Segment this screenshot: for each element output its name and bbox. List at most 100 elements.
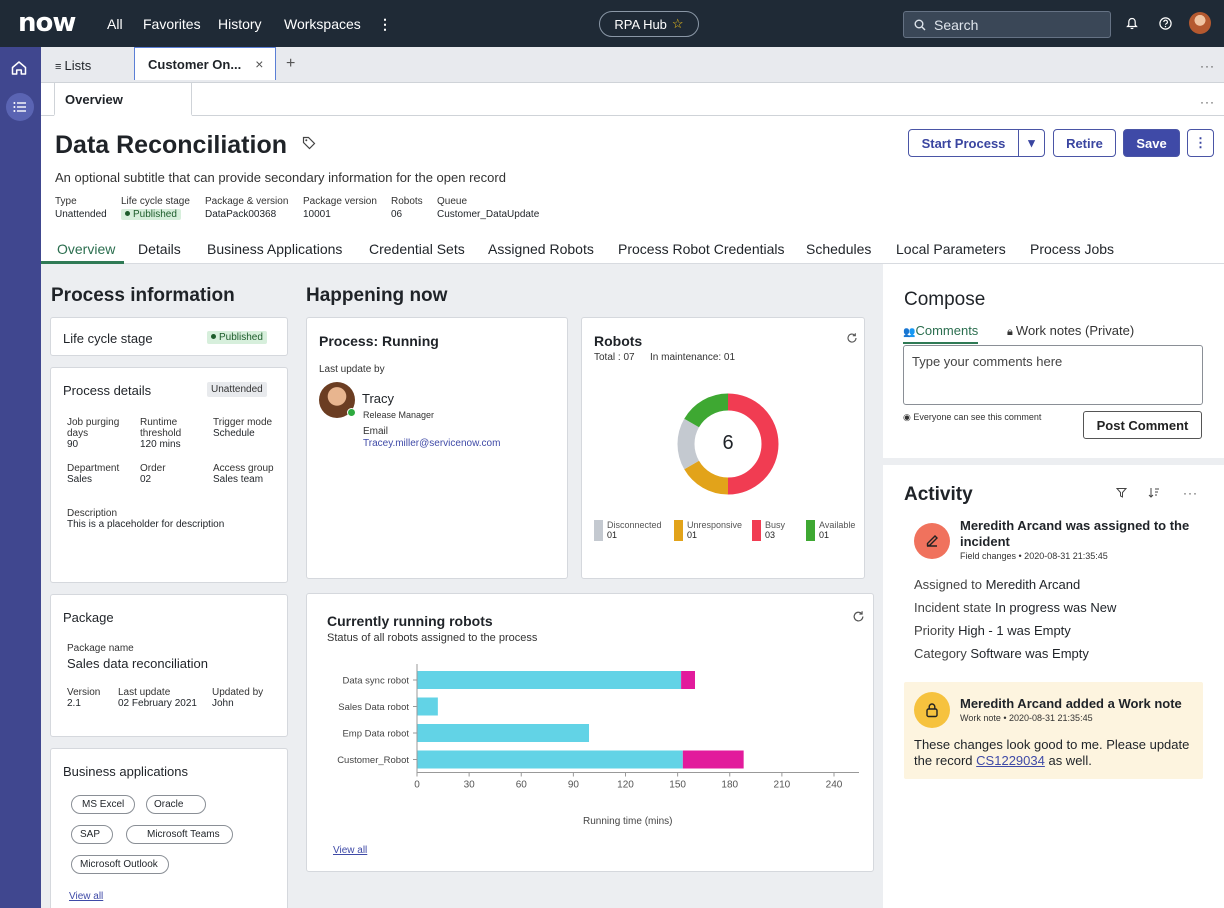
meta-value: DataPack00368 [205, 209, 277, 220]
activity-field-label: Incident state [914, 600, 992, 615]
activity-field-value: In progress was New [994, 600, 1117, 615]
refresh-icon[interactable] [852, 610, 865, 623]
servicenow-logo[interactable]: now [18, 8, 76, 38]
field-value: 2.1 [67, 698, 81, 709]
sub-tab-strip: Overview ··· [41, 83, 1224, 116]
app-chip[interactable]: MS Excel [71, 795, 136, 814]
x-tick-label: 30 [464, 780, 476, 791]
work-notes-tab[interactable]: 🔒︎ Work notes (Private) [1007, 323, 1134, 339]
list-menu-icon[interactable] [6, 93, 34, 121]
nav-favorites[interactable]: Favorites [143, 16, 201, 32]
app-chip[interactable]: SAP [71, 825, 114, 844]
legend-label: Disconnected [607, 520, 662, 530]
record-title-text: Data Reconciliation [55, 131, 287, 159]
field-label: Order [140, 463, 166, 474]
happening-now-heading: Happening now [306, 285, 448, 306]
post-comment-button[interactable]: Post Comment [1083, 411, 1202, 439]
activity-panel: Activity ··· Meredith Arcand was assigne… [883, 465, 1224, 908]
business-applications-title: Business applications [63, 764, 189, 779]
star-icon[interactable]: ☆ [671, 16, 684, 31]
home-icon[interactable] [10, 59, 28, 77]
tab-credential-sets[interactable]: Credential Sets [369, 241, 465, 257]
comment-textarea[interactable]: Type your comments here [903, 345, 1203, 405]
record-title: Data Reconciliation [55, 131, 316, 160]
process-running-title: Process: Running [319, 333, 439, 349]
robots-card: Robots Total : 07 In maintenance: 01 6 D… [581, 317, 865, 579]
overview-subtab[interactable]: Overview [54, 83, 192, 116]
field-runtime: Runtime threshold 120 mins [140, 417, 200, 450]
legend-label: Busy [765, 520, 786, 530]
lock-activity-icon [914, 692, 950, 728]
x-tick-label: 0 [414, 780, 420, 791]
tab-schedules[interactable]: Schedules [806, 241, 872, 257]
meta-value: Published [133, 209, 177, 220]
field-value: Schedule [213, 428, 255, 439]
bar-customer_robot-1 [682, 750, 744, 769]
rpa-hub-pill[interactable]: RPA Hub ☆ [599, 11, 699, 37]
tab-details[interactable]: Details [138, 241, 181, 257]
start-process-button[interactable]: Start Process [908, 129, 1019, 157]
tag-icon[interactable] [302, 136, 316, 150]
comments-icon: 👥 [903, 327, 916, 338]
process-running-card: Process: Running Last update by Tracy Re… [306, 317, 568, 579]
tab-divider [41, 263, 1224, 264]
email-link[interactable]: Tracey.miller@servicenow.com [363, 438, 501, 449]
nav-all[interactable]: All [107, 16, 123, 32]
business-applications-card: Business applications MS Excel Oracle SA… [50, 748, 288, 908]
refresh-icon[interactable] [846, 332, 858, 344]
x-tick-label: 90 [568, 780, 580, 791]
nav-history[interactable]: History [218, 16, 262, 32]
field-label: Version [67, 687, 101, 698]
tab-process-jobs[interactable]: Process Jobs [1030, 241, 1115, 257]
lifecycle-badge: Published [207, 331, 267, 344]
view-all-apps-link[interactable]: View all [69, 891, 104, 902]
online-status-icon [347, 408, 356, 417]
activity-field-label: Priority [914, 623, 955, 638]
field-label: Access group [213, 463, 274, 474]
subtab-more-icon[interactable]: ··· [1200, 95, 1215, 109]
tab-assigned-robots[interactable]: Assigned Robots [488, 241, 594, 257]
start-process-dropdown-icon[interactable]: ▾ [1018, 129, 1045, 157]
tab-process-robot-credentials[interactable]: Process Robot Credentials [618, 241, 785, 257]
user-avatar[interactable] [1189, 12, 1211, 34]
category-label: Emp Data robot [342, 729, 409, 740]
app-chip[interactable]: Microsoft Outlook [71, 855, 169, 874]
nav-workspaces[interactable]: Workspaces [284, 16, 361, 32]
save-button[interactable]: Save [1123, 129, 1180, 157]
app-chip[interactable]: Oracle [146, 795, 207, 814]
help-icon[interactable] [1159, 17, 1172, 30]
comments-tab[interactable]: 👥Comments [903, 323, 979, 344]
activity-field-row: Category Software was Empty [914, 642, 1116, 665]
legend-swatch [806, 520, 815, 541]
filter-icon[interactable] [1116, 487, 1127, 498]
close-tab-icon[interactable]: × [255, 56, 264, 72]
lists-tab[interactable]: ≡ Lists [55, 58, 91, 73]
tab-overview[interactable]: Overview [57, 241, 116, 257]
global-search[interactable]: Search [903, 11, 1111, 38]
more-actions-icon[interactable]: ⋮ [1187, 129, 1214, 157]
person-name: Tracy [362, 391, 395, 406]
tab-local-parameters[interactable]: Local Parameters [896, 241, 1006, 257]
field-label: Last update [118, 687, 171, 698]
tab-business-applications[interactable]: Business Applications [207, 241, 343, 257]
view-all-robots-link[interactable]: View all [333, 845, 368, 856]
activity-more-icon[interactable]: ··· [1183, 486, 1198, 500]
sort-icon[interactable] [1148, 487, 1160, 498]
notification-bell-icon[interactable] [1126, 17, 1138, 30]
comments-tab-label: Comments [915, 323, 979, 338]
nav-more-icon[interactable]: ⋮ [378, 16, 392, 32]
field-value: 02 February 2021 [118, 698, 197, 709]
record-tab[interactable]: Customer On... × [134, 47, 276, 80]
running-robots-card: Currently running robots Status of all r… [306, 593, 874, 872]
retire-button[interactable]: Retire [1053, 129, 1116, 157]
app-chip[interactable]: Microsoft Teams [126, 825, 233, 844]
record-link[interactable]: CS1229034 [976, 753, 1045, 768]
meta-label: Queue [437, 196, 468, 207]
meta-type: Type Unattended [55, 196, 107, 220]
add-tab-icon[interactable]: + [286, 55, 296, 72]
bar-data-sync-robot-0 [417, 671, 682, 689]
field-label: Job purging days [67, 417, 120, 439]
tabstrip-more-icon[interactable]: ··· [1200, 59, 1215, 73]
donut-slice-busy [727, 393, 779, 495]
legend-swatch [594, 520, 603, 541]
